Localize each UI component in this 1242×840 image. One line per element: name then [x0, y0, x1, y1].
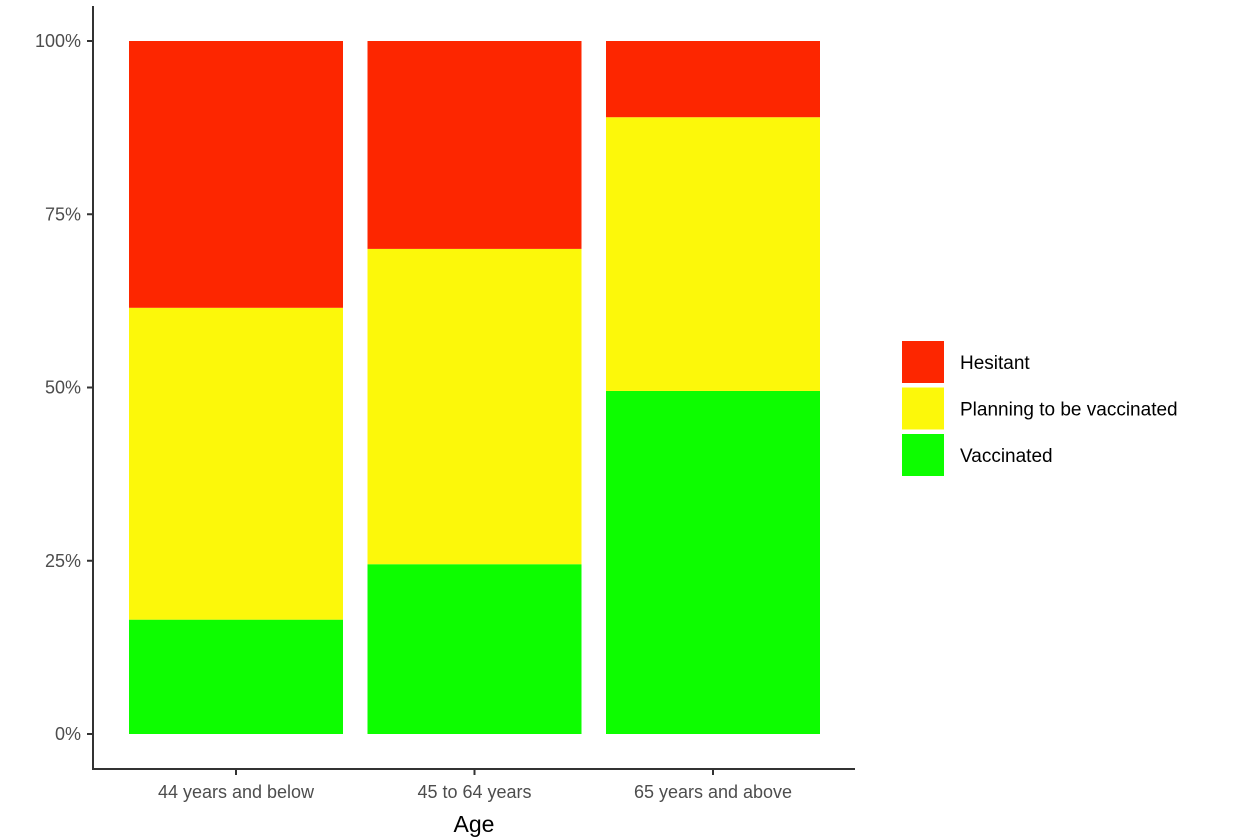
legend: Hesitant Planning to be vaccinated Vaccina… [902, 341, 1178, 476]
bar-segment-vaccinated-1 [367, 564, 582, 734]
legend-key-vaccinated [902, 434, 944, 476]
legend-key-hesitant [902, 341, 944, 383]
y-axis-ticks: 0% 25% 50% 75% 100% [35, 31, 93, 744]
y-tick-label: 75% [45, 204, 81, 224]
x-tick-label: 45 to 64 years [417, 782, 531, 802]
bar-segment-hesitant-0 [129, 41, 343, 308]
x-axis-ticks: 44 years and below 45 to 64 years 65 years… [158, 769, 792, 802]
bar-segment-planning-to-be-vaccinated-2 [606, 117, 820, 391]
legend-label-hesitant: Hesitant [960, 353, 1030, 374]
bar-segment-hesitant-2 [606, 41, 820, 118]
y-tick-label: 50% [45, 378, 81, 398]
legend-label-planning-to-be-vaccinated: Planning to be vaccinated [960, 400, 1178, 421]
x-tick-label: 65 years and above [634, 782, 792, 802]
y-tick-label: 0% [55, 724, 81, 744]
x-axis-title: Age [454, 811, 495, 837]
bar-segment-planning-to-be-vaccinated-0 [129, 307, 343, 620]
legend-key-planning-to-be-vaccinated [902, 387, 944, 430]
bar-segment-hesitant-1 [367, 41, 582, 249]
legend-label-vaccinated: Vaccinated [960, 446, 1053, 467]
bar-segment-vaccinated-0 [129, 619, 343, 734]
bar-segment-vaccinated-2 [606, 390, 820, 734]
x-tick-label: 44 years and below [158, 782, 315, 802]
y-tick-label: 25% [45, 551, 81, 571]
bars-layer [129, 41, 820, 734]
y-tick-label: 100% [35, 31, 81, 51]
bar-segment-planning-to-be-vaccinated-1 [367, 248, 582, 565]
